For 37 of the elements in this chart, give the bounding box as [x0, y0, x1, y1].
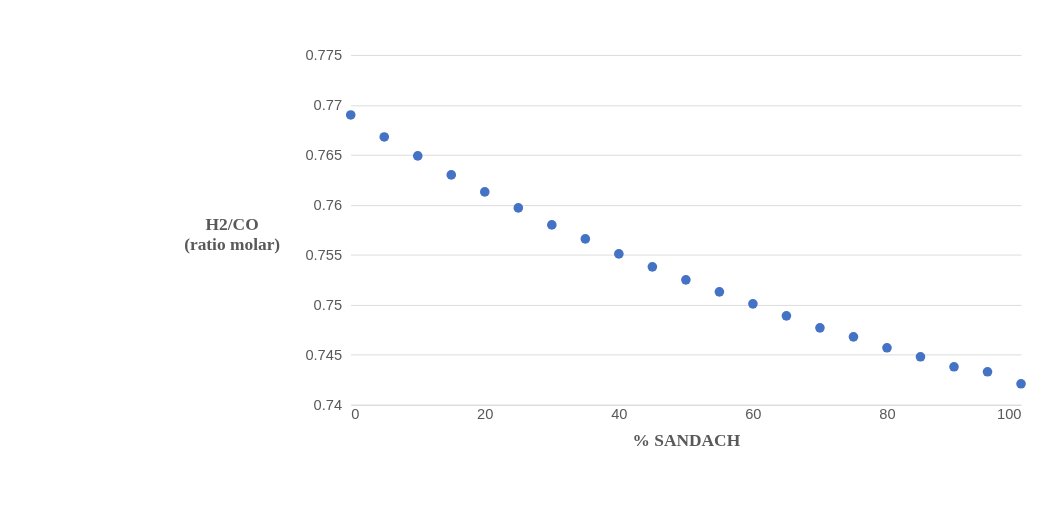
x-tick-label: 80 — [879, 405, 896, 422]
point — [614, 249, 624, 259]
x-tick-label: 20 — [477, 405, 494, 422]
point — [1016, 379, 1026, 389]
point — [949, 362, 959, 372]
y-tick-label: 0.75 — [313, 296, 343, 313]
point — [547, 220, 557, 230]
point — [681, 275, 691, 285]
y-tick-label: 0.765 — [305, 146, 343, 163]
point — [345, 110, 356, 120]
point — [513, 203, 524, 213]
x-tick-label: 60 — [745, 405, 762, 422]
point — [446, 170, 457, 180]
point — [915, 352, 926, 362]
x-tick-label: 0 — [351, 405, 360, 422]
x-axis-title: % SANDACH — [632, 431, 741, 451]
point — [479, 187, 490, 197]
point — [815, 323, 825, 333]
y-tick-label: 0.745 — [305, 346, 343, 363]
y-tick-label: 0.77 — [313, 96, 343, 113]
y-tick-label: 0.74 — [313, 396, 343, 413]
y-axis-title: H2/CO (ratio molar) — [184, 215, 281, 254]
point — [882, 343, 892, 353]
y-tick-label: 0.755 — [305, 246, 343, 263]
point — [781, 311, 792, 321]
point — [580, 234, 591, 244]
y-tick-label: 0.76 — [313, 196, 343, 213]
point — [982, 367, 993, 377]
x-tick-label: 40 — [611, 405, 628, 422]
point — [379, 132, 390, 142]
point — [748, 299, 758, 309]
y-tick-label: 0.775 — [305, 47, 343, 64]
point — [412, 151, 423, 161]
point — [647, 262, 658, 272]
point — [714, 287, 725, 297]
point — [848, 332, 859, 342]
x-tick-label: 100 — [997, 405, 1022, 422]
